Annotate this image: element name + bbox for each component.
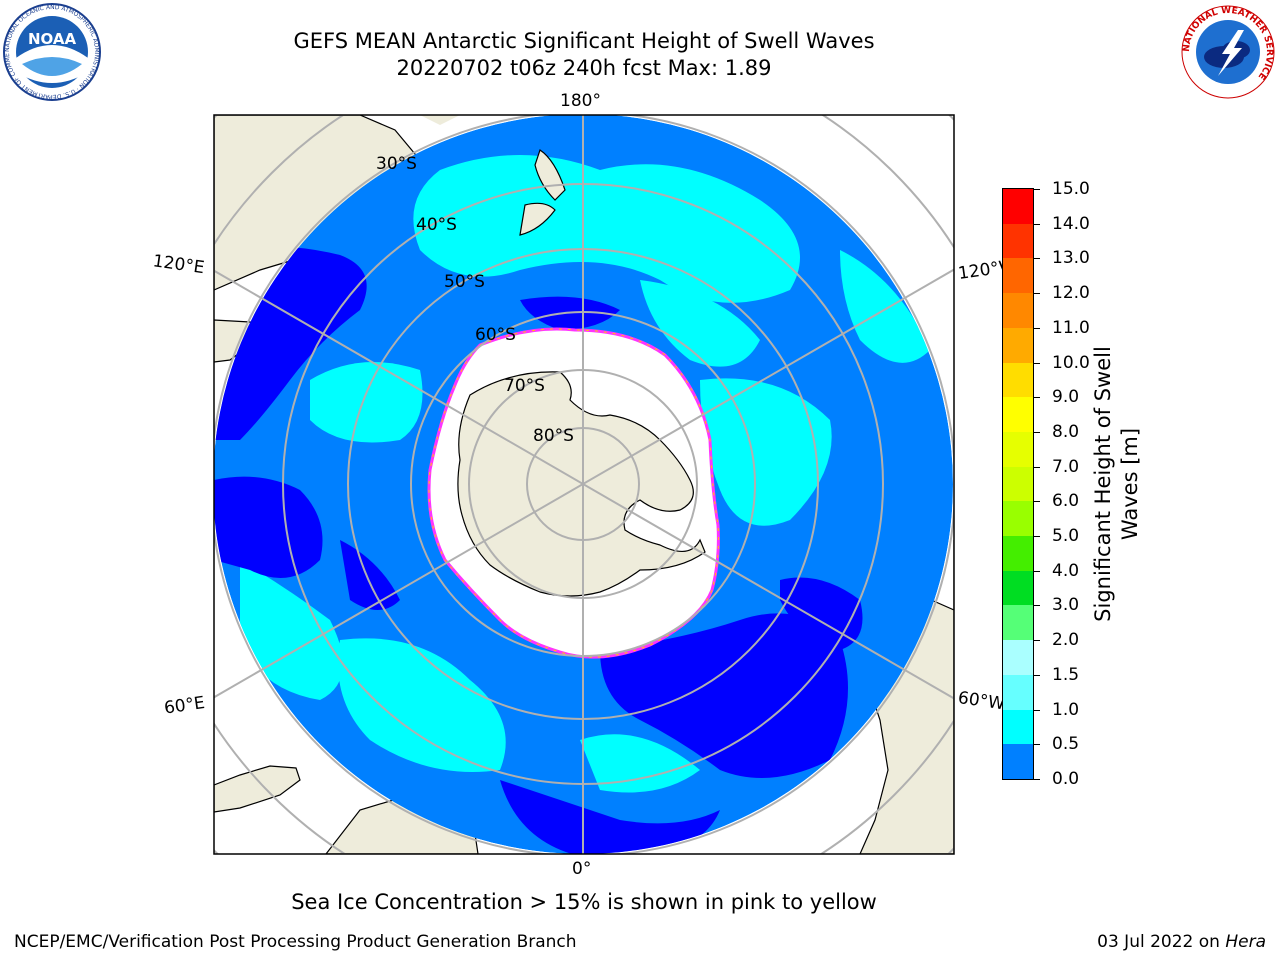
lat-label-70s: 70°S — [504, 376, 545, 396]
colorbar-tick-label: 10.0 — [1052, 352, 1090, 373]
colorbar-band — [1003, 709, 1033, 745]
colorbar-tick-label: 7.0 — [1052, 456, 1080, 477]
svg-text:NOAA: NOAA — [28, 30, 77, 48]
colorbar-band — [1003, 605, 1033, 641]
colorbar-tick — [1034, 431, 1040, 433]
lat-label-30s: 30°S — [376, 154, 417, 174]
colorbar-band — [1003, 570, 1033, 606]
colorbar-band — [1003, 189, 1033, 224]
colorbar-band — [1003, 744, 1033, 779]
colorbar-tick — [1034, 779, 1040, 780]
colorbar-tick-label: 15.0 — [1052, 179, 1090, 199]
colorbar-tick-label: 0.0 — [1052, 769, 1080, 789]
footer-credit: NCEP/EMC/Verification Post Processing Pr… — [14, 932, 577, 952]
colorbar-band — [1003, 466, 1033, 502]
lon-label-60w: 60°W — [957, 688, 1006, 714]
colorbar-band — [1003, 431, 1033, 467]
colorbar-tick — [1034, 466, 1040, 468]
colorbar-tick — [1034, 536, 1040, 538]
colorbar-tick — [1034, 605, 1040, 607]
page-subtitle: 20220702 t06z 240h fcst Max: 1.89 — [396, 56, 772, 80]
colorbar-tick — [1034, 223, 1040, 225]
colorbar-band — [1003, 293, 1033, 328]
sea-ice-caption: Sea Ice Concentration > 15% is shown in … — [291, 890, 877, 914]
colorbar-tick — [1034, 362, 1040, 364]
colorbar-tick — [1034, 293, 1040, 295]
lon-label-120e: 120°E — [152, 251, 206, 278]
colorbar-label: Significant Height of Swell Waves [m] — [1091, 346, 1142, 622]
colorbar-tick-label: 9.0 — [1052, 387, 1080, 408]
colorbar-tick-label: 0.5 — [1052, 734, 1080, 755]
colorbar-tick — [1034, 744, 1040, 746]
lon-label-180: 180° — [560, 91, 601, 111]
colorbar-tick-label: 6.0 — [1052, 491, 1080, 512]
colorbar-tick-label: 11.0 — [1052, 317, 1090, 338]
colorbar-tick-label: 3.0 — [1052, 595, 1080, 616]
colorbar-tick-label: 12.0 — [1052, 283, 1090, 304]
colorbar-tick-label: 13.0 — [1052, 248, 1090, 269]
colorbar-band — [1003, 397, 1033, 432]
colorbar-tick — [1034, 501, 1040, 503]
footer-date: 03 Jul 2022 on Hera — [1097, 932, 1266, 952]
colorbar-tick-label: 1.0 — [1052, 699, 1080, 720]
nws-logo-icon: NATIONAL WEATHER SERVICE — [1181, 5, 1275, 99]
colorbar-band — [1003, 258, 1033, 294]
colorbar-tick — [1034, 709, 1040, 711]
colorbar-band — [1003, 362, 1033, 398]
colorbar-tick-label: 1.5 — [1052, 664, 1080, 685]
colorbar-tick — [1034, 674, 1040, 676]
colorbar-tick — [1034, 640, 1040, 642]
lat-label-60s: 60°S — [475, 325, 516, 345]
noaa-logo-icon: NOAA NATIONAL OCEANIC AND ATMOSPHERIC AD… — [2, 2, 101, 101]
colorbar-tick — [1034, 327, 1040, 329]
colorbar-tick — [1034, 397, 1040, 399]
colorbar-band — [1003, 640, 1033, 675]
colorbar-tick-label: 4.0 — [1052, 560, 1080, 581]
colorbar-tick — [1034, 258, 1040, 260]
colorbar-tick — [1034, 570, 1040, 572]
colorbar-tick-label: 8.0 — [1052, 421, 1080, 442]
colorbar-tick-label: 14.0 — [1052, 213, 1090, 234]
lon-label-60e: 60°E — [163, 693, 206, 718]
lon-label-0: 0° — [572, 859, 591, 879]
colorbar-tick-label: 2.0 — [1052, 630, 1080, 651]
colorbar-tick-label: 5.0 — [1052, 526, 1080, 547]
colorbar-tick — [1034, 189, 1040, 190]
colorbar-band — [1003, 223, 1033, 259]
lat-label-50s: 50°S — [444, 272, 485, 292]
colorbar-band — [1003, 674, 1033, 710]
lat-label-80s: 80°S — [533, 426, 574, 446]
map-frame — [213, 114, 955, 855]
colorbar-band — [1003, 536, 1033, 571]
colorbar — [1002, 188, 1034, 780]
colorbar-band — [1003, 501, 1033, 537]
page-title: GEFS MEAN Antarctic Significant Height o… — [293, 29, 875, 53]
colorbar-band — [1003, 327, 1033, 363]
lat-label-40s: 40°S — [416, 215, 457, 235]
graticule — [214, 115, 954, 854]
